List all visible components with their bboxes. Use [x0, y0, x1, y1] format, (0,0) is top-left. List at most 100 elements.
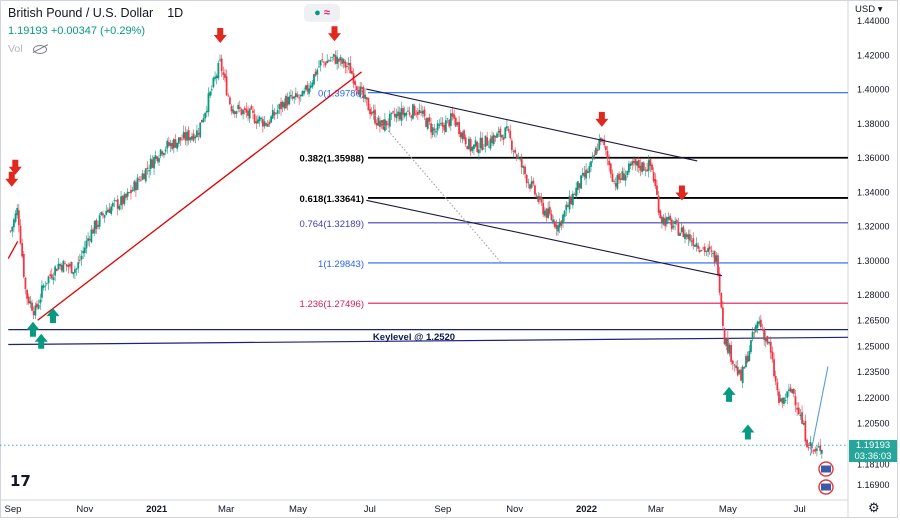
candle-body — [64, 263, 66, 264]
candle-body — [253, 114, 256, 124]
candle-body — [169, 142, 172, 147]
x-tick-label: Nov — [506, 504, 523, 515]
candle-body — [217, 62, 220, 79]
candle-body — [266, 124, 269, 127]
wave-icon: ≈ — [323, 7, 330, 19]
candle-body — [186, 131, 188, 141]
candle-body — [135, 182, 137, 191]
candle-body — [715, 255, 718, 262]
eye-hidden-icon[interactable] — [32, 44, 47, 54]
candle-body — [172, 139, 175, 149]
candle-body — [45, 282, 48, 284]
candle-body — [159, 149, 162, 156]
candle-body — [270, 116, 273, 123]
candle-body — [530, 181, 533, 188]
x-tick-label: Jul — [364, 504, 376, 515]
candle-body — [631, 161, 634, 165]
candle-body — [573, 193, 576, 195]
candle-body — [395, 114, 398, 119]
candle-body — [700, 250, 703, 251]
candle-body — [19, 225, 22, 244]
chart-header: British Pound / U.S. Dollar 1D — [8, 6, 183, 20]
candle-body — [204, 112, 207, 119]
candle-body — [440, 123, 442, 125]
candle-body — [484, 135, 487, 147]
candle-body — [562, 214, 564, 224]
candle-body — [247, 110, 249, 116]
trendline — [366, 199, 723, 277]
candle-body — [148, 170, 151, 172]
candle-body — [527, 182, 530, 184]
candle-body — [303, 90, 306, 94]
candle-body — [819, 445, 822, 452]
candle-body — [126, 191, 129, 197]
candle-body — [654, 178, 657, 187]
candle-body — [761, 328, 764, 330]
symbol-name[interactable]: British Pound / U.S. Dollar — [8, 6, 154, 20]
indicator-badge[interactable]: ● ≈ — [304, 4, 340, 22]
candle-body — [807, 447, 810, 449]
candle-body — [453, 114, 456, 119]
candle-body — [791, 389, 794, 393]
candle-body — [372, 110, 375, 114]
candle-body — [413, 105, 416, 116]
candle-body — [17, 210, 20, 226]
candle-body — [342, 59, 345, 64]
candle-body — [637, 160, 640, 168]
candle-body — [98, 215, 101, 227]
candle-body — [675, 220, 678, 223]
candle-body — [271, 109, 274, 119]
candle-body — [365, 97, 368, 100]
candle-body — [415, 113, 418, 115]
y-tick-label: 1.22000 — [857, 393, 890, 403]
candle-body — [12, 219, 15, 228]
candle-body — [596, 149, 599, 152]
candle-body — [258, 116, 261, 122]
candle-body — [255, 121, 258, 124]
candle-body — [545, 208, 548, 218]
candle-body — [202, 118, 205, 123]
candle-body — [774, 375, 777, 382]
candle-body — [794, 396, 797, 406]
candle-body — [385, 120, 388, 126]
candle-body — [593, 154, 596, 157]
currency-label[interactable]: USD ▾ — [855, 4, 883, 15]
candle-body — [768, 342, 770, 344]
candle-body — [786, 391, 789, 398]
candle-body — [522, 166, 525, 169]
candle-body — [171, 142, 174, 150]
candle-body — [820, 449, 823, 454]
candle-body — [618, 173, 620, 180]
candle-body — [441, 122, 444, 127]
interval-label[interactable]: 1D — [167, 6, 184, 20]
candle-body — [133, 181, 136, 191]
candle-body — [418, 110, 421, 114]
candle-body — [27, 296, 30, 304]
candle-body — [649, 158, 652, 166]
candle-body — [47, 276, 50, 284]
candle-body — [347, 62, 350, 65]
candle-body — [713, 250, 716, 263]
candle-body — [456, 122, 459, 125]
candle-body — [95, 219, 98, 229]
candle-body — [318, 66, 320, 68]
y-tick-label: 1.25000 — [857, 341, 890, 351]
candle-body — [816, 448, 818, 451]
gear-icon[interactable]: ⚙ — [868, 500, 880, 515]
candle-body — [200, 119, 203, 123]
candle-body — [184, 132, 187, 141]
candle-body — [451, 113, 454, 117]
candle-body — [664, 218, 667, 227]
candle-body — [281, 101, 284, 107]
candle-body — [543, 210, 546, 216]
candle-body — [237, 105, 240, 109]
y-tick-label: 1.34000 — [857, 187, 890, 197]
candle-body — [92, 229, 94, 234]
candle-body — [138, 179, 141, 181]
candle-body — [621, 171, 624, 180]
candle-body — [538, 196, 541, 200]
candle-body — [552, 219, 554, 223]
candle-body — [37, 304, 40, 309]
candle-body — [474, 140, 477, 147]
